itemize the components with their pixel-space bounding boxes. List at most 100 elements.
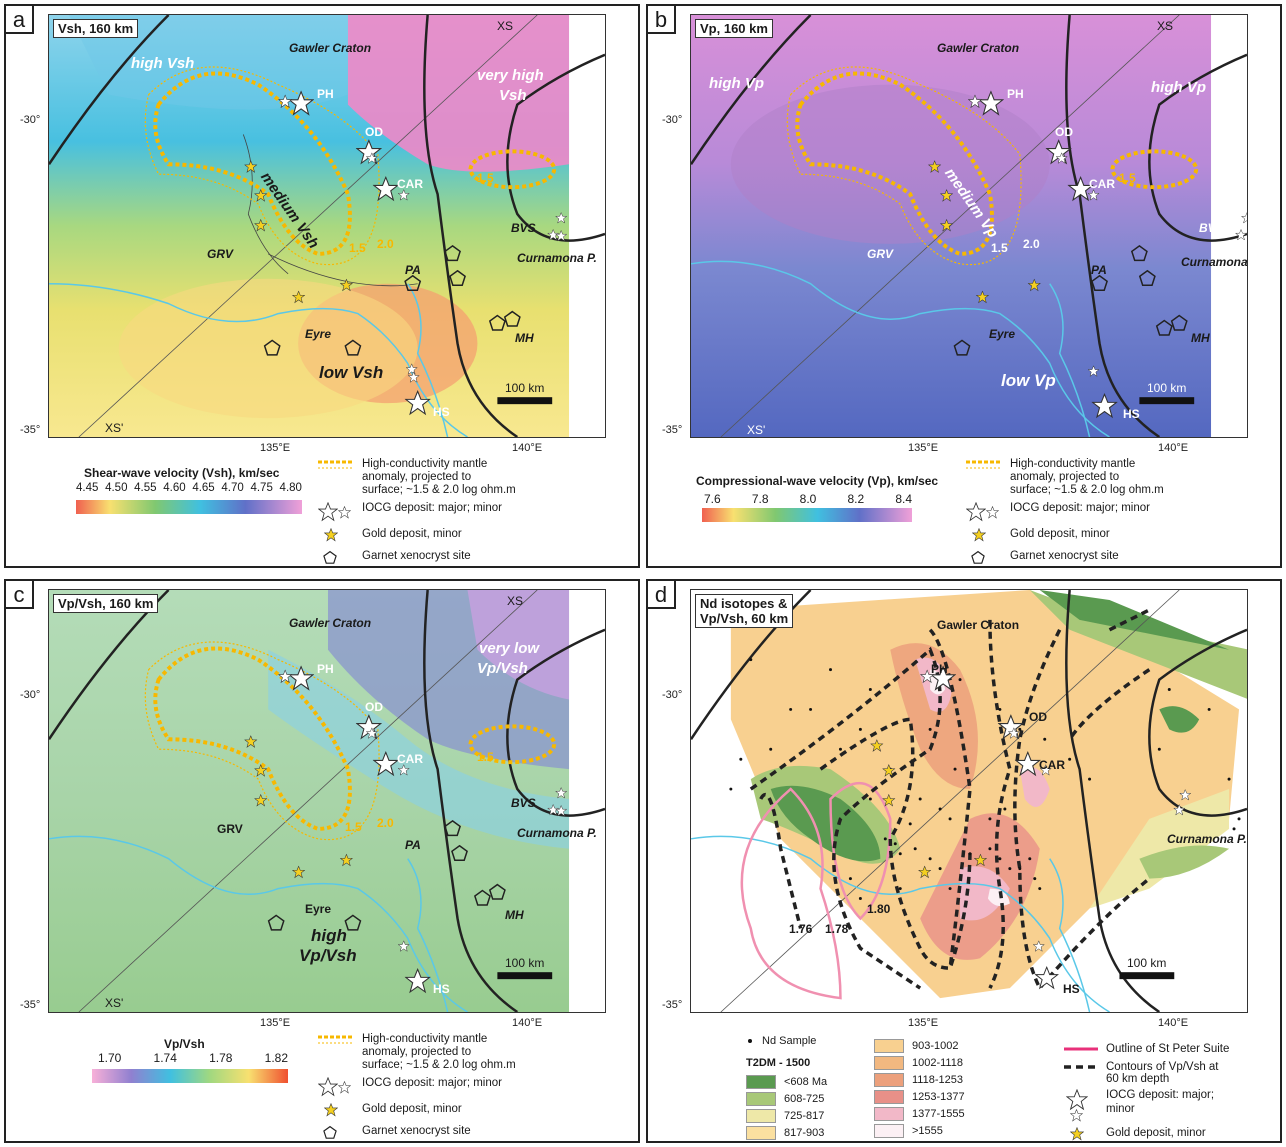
eyre-label: Eyre <box>305 902 332 916</box>
ph-label: PH <box>317 87 334 101</box>
legend-mantle-2: anomaly, projected to <box>362 471 472 483</box>
contour-20-label: 2.0 <box>1023 237 1040 251</box>
legend-class-label: 1118-1253 <box>912 1074 963 1086</box>
pa-label: PA <box>405 838 421 852</box>
legend-mantle-1: High-conductivity mantle <box>1010 458 1136 470</box>
colorbar <box>92 1069 288 1083</box>
panel-title: Vsh, 160 km <box>53 19 139 38</box>
legend-class-label: <608 Ma <box>784 1076 828 1088</box>
colorbar <box>76 500 302 514</box>
lat-label-30: -30° <box>662 114 683 126</box>
mh-label: MH <box>1191 331 1210 345</box>
contour-180-label: 1.80 <box>867 902 891 916</box>
legend-mantle-1: High-conductivity mantle <box>362 458 488 470</box>
legend-gold: Gold deposit, minor <box>1010 528 1110 540</box>
grv-label: GRV <box>867 247 894 261</box>
legend-iocg: IOCG deposit: major; minor <box>1010 502 1150 514</box>
legend-iocg-1: IOCG deposit: major; <box>1106 1089 1215 1101</box>
contour-15b-label: 1.5 <box>477 750 494 764</box>
legend-class-label: 1002-1118 <box>912 1057 963 1069</box>
lon-label-140: 140°E <box>1158 442 1189 454</box>
eyre-label: Eyre <box>989 327 1016 341</box>
very-high-label-1: very high <box>477 67 544 84</box>
colorbar-tick-label: 7.6 <box>704 492 721 506</box>
colorbar-tick-label: 8.0 <box>799 492 817 506</box>
legend-class-row: 1118-1253 <box>874 1073 963 1087</box>
colorbar-tick-label: 4.45 <box>76 482 99 494</box>
scale-label: 100 km <box>505 381 545 395</box>
legend-mantle-3: surface; ~1.5 & 2.0 log ohm.m <box>1010 484 1164 496</box>
eyre-label: Eyre <box>305 327 332 341</box>
gawler-label: Gawler Craton <box>937 618 1020 632</box>
curnamona-label: Curnamona P. <box>517 251 597 265</box>
panel-letter: b <box>646 4 676 34</box>
map-area: Vp, 160 km Gawler Craton high Vp high Vp… <box>690 14 1248 438</box>
panel-a: a -30° -35° <box>4 4 640 568</box>
panel-letter: a <box>4 4 34 34</box>
colorbar-tick-label: 7.8 <box>751 492 769 506</box>
gawler-label: Gawler Craton <box>937 41 1020 55</box>
map-canvas <box>49 590 605 1012</box>
map-area: Vsh, 160 km Gawler Craton high Vsh very … <box>48 14 606 438</box>
color-swatch <box>874 1073 904 1087</box>
legend-mantle-1: High-conductivity mantle <box>362 1033 488 1045</box>
scale-label: 100 km <box>1147 381 1187 395</box>
hs-label: HS <box>433 982 450 996</box>
mh-label: MH <box>505 908 524 922</box>
xs-label: XS <box>497 19 514 33</box>
panel-letter: c <box>4 579 34 609</box>
contour-20-label: 2.0 <box>377 816 394 830</box>
dot-icon <box>748 1039 752 1043</box>
gawler-label: Gawler Craton <box>289 616 372 630</box>
lat-label-30: -30° <box>20 689 41 701</box>
bvs-label: BVS <box>511 796 536 810</box>
colorbar-tick-label: 4.55 <box>134 482 157 494</box>
ph-label: PH <box>317 662 334 676</box>
legend-contours-2: 60 km depth <box>1106 1073 1170 1085</box>
panel-title: Vp/Vsh, 160 km <box>53 594 159 613</box>
xs-label: XS <box>507 594 524 608</box>
colorbar-tick-label: 1.74 <box>153 1051 177 1065</box>
legend-class-label: 903-1002 <box>912 1040 959 1052</box>
color-swatch <box>874 1107 904 1121</box>
lon-label-140: 140°E <box>512 442 543 454</box>
lon-label-135: 135°E <box>908 442 939 454</box>
colorbar-tick-label: 8.4 <box>895 492 912 506</box>
grv-label: GRV <box>217 822 243 836</box>
legend-iocg: IOCG deposit: major; minor <box>362 502 502 514</box>
legend-mantle-3: surface; ~1.5 & 2.0 log ohm.m <box>362 484 516 496</box>
od-label: OD <box>365 125 383 139</box>
bvs-label: BVS <box>511 221 536 235</box>
high-vp-right-label: high Vp <box>1151 79 1206 96</box>
od-label: OD <box>1029 710 1047 724</box>
panel-title-line2: Vp/Vsh, 60 km <box>700 611 789 626</box>
legend-class-row: 1253-1377 <box>874 1090 965 1104</box>
hs-label: HS <box>1123 407 1140 421</box>
very-low-label-1: very low <box>479 640 540 657</box>
panel-d: d -30° -35° <box>646 579 1282 1143</box>
colorbar-tick-label: 1.78 <box>209 1051 233 1065</box>
colorbar-tick-label: 4.70 <box>221 482 244 494</box>
lat-label-35: -35° <box>662 424 683 436</box>
car-label: CAR <box>397 752 423 766</box>
very-low-label-2: Vp/Vsh <box>477 660 528 677</box>
lat-label-35: -35° <box>662 999 683 1011</box>
lon-label-135: 135°E <box>260 442 291 454</box>
panel-title: Vp, 160 km <box>695 19 773 38</box>
legend-class-row: 817-903 <box>746 1126 824 1140</box>
panel-letter: d <box>646 579 676 609</box>
legend-class-label: >1555 <box>912 1125 943 1137</box>
legend-class-row: >1555 <box>874 1124 943 1138</box>
panel-title: Nd isotopes & Vp/Vsh, 60 km <box>695 594 794 628</box>
legend-class-row: 725-817 <box>746 1109 824 1123</box>
ph-label: PH <box>1007 87 1024 101</box>
map-area: Vp/Vsh, 160 km Gawler Craton very low Vp… <box>48 589 606 1013</box>
xs-prime-label: XS' <box>105 421 124 435</box>
colorbar-ticks: 1.70 1.74 1.78 1.82 <box>98 1051 288 1065</box>
contour-176-label: 1.76 <box>789 922 813 936</box>
colorbar-title: Shear-wave velocity (Vsh), km/sec <box>84 466 280 480</box>
legend-class-row: 1002-1118 <box>874 1056 963 1070</box>
lon-label-140: 140°E <box>1158 1017 1189 1029</box>
colorbar-tick-label: 4.50 <box>105 482 128 494</box>
colorbar-tick-label: 8.2 <box>847 492 865 506</box>
